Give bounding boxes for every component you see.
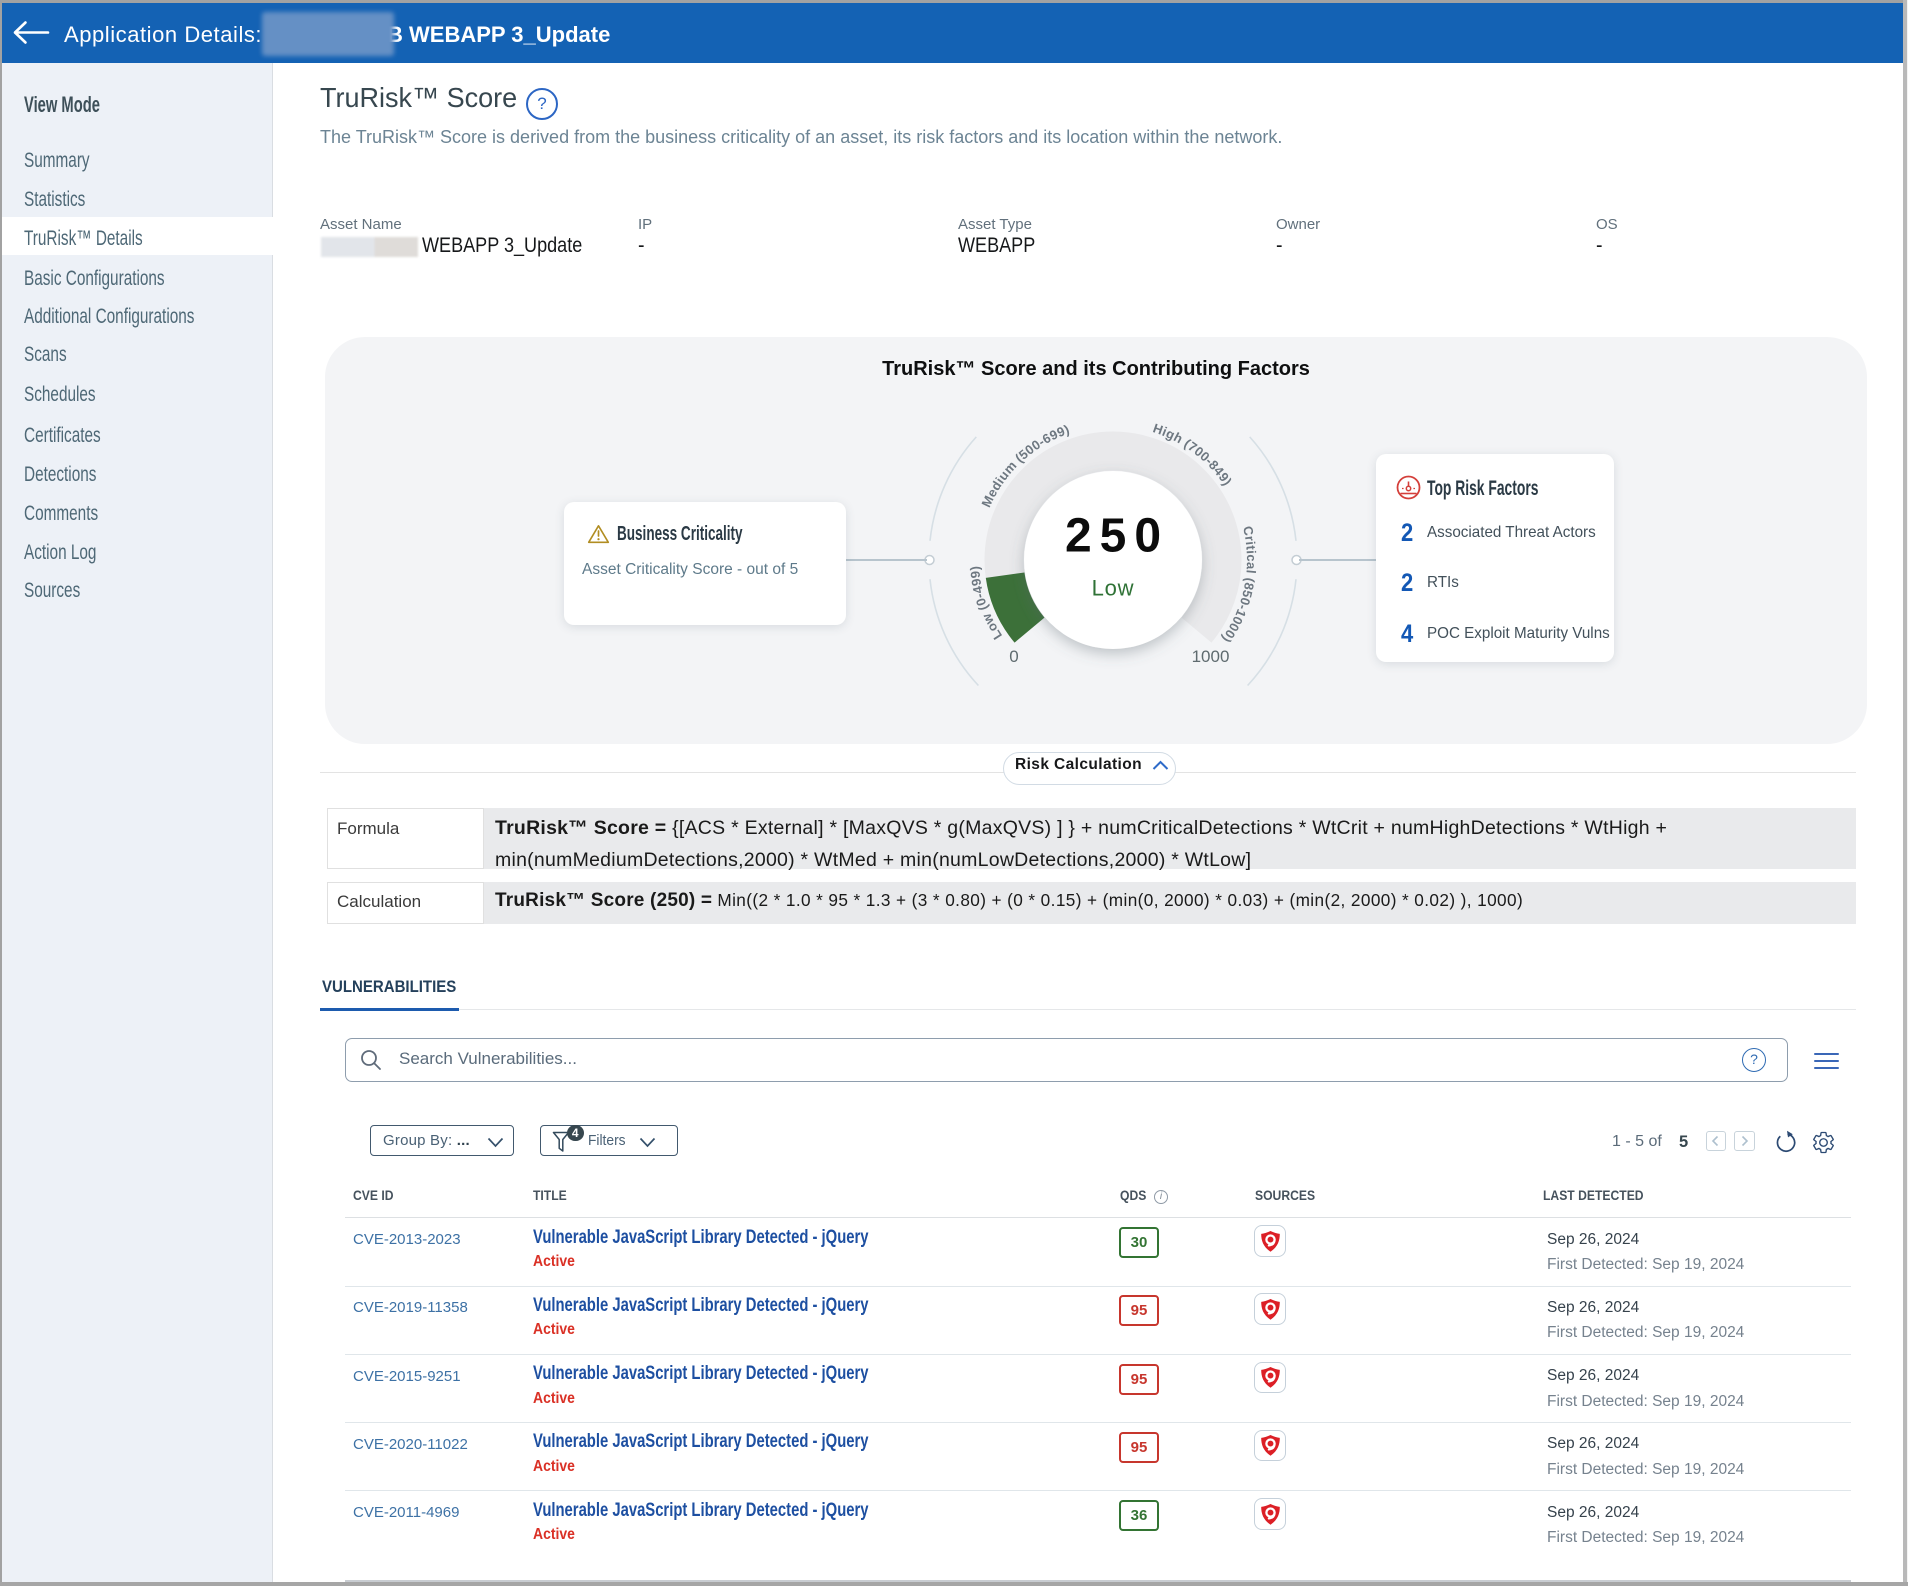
svg-text:0: 0 (1009, 647, 1018, 666)
svg-text:1000: 1000 (1192, 647, 1230, 666)
svg-text:250: 250 (1065, 510, 1169, 563)
svg-text:Low: Low (1092, 576, 1135, 601)
